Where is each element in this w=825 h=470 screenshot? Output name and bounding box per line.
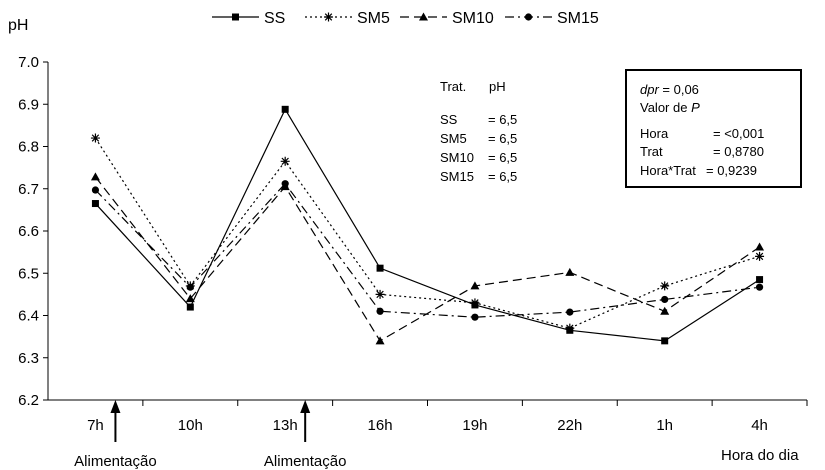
x-tick-label: 4h <box>751 417 768 434</box>
legend-marker-sm15 <box>524 13 533 21</box>
y-tick-label: 6.2 <box>18 392 39 409</box>
data-point-sm5 <box>90 133 100 143</box>
y-ticks: 6.2 6.3 6.4 6.5 6.6 6.7 6.8 6.9 7.0 <box>18 54 48 409</box>
mean-table-row-value: = 6,5 <box>488 112 517 127</box>
legend-marker-sm10 <box>419 12 428 21</box>
dpr-value: = 0,06 <box>659 82 699 97</box>
feeding-arrows: Alimentação Alimentação <box>74 400 346 470</box>
feeding-arrow-head <box>110 400 121 413</box>
x-tick-label: 13h <box>273 417 298 434</box>
y-tick-label: 6.7 <box>18 181 39 198</box>
stats-box-frame <box>625 69 802 188</box>
data-point-sm5 <box>470 298 480 308</box>
legend-label-sm10: SM10 <box>452 10 494 27</box>
legend: SS SM5 SM10 SM15 <box>212 10 599 27</box>
data-point-sm15 <box>755 283 764 291</box>
stats-row-label: Trat <box>640 144 663 159</box>
series-sm10 <box>90 172 765 345</box>
data-point-sm10 <box>660 306 670 315</box>
data-point-ss <box>756 276 764 284</box>
data-point-sm15 <box>471 313 479 321</box>
data-point-sm5 <box>280 156 290 166</box>
mean-table-header-trat: Trat. <box>440 79 466 94</box>
data-point-sm10 <box>565 267 575 276</box>
data-point-ss <box>281 105 289 113</box>
mean-table-row-label: SM15 <box>440 169 474 184</box>
data-point-sm10 <box>755 242 765 251</box>
y-tick-label: 6.4 <box>18 308 39 325</box>
mean-table: Trat. pH SS = 6,5 SM5 = 6,5 SM10 = 6,5 S… <box>440 79 517 184</box>
stats-box: dpr = 0,06 Valor de P Hora = <0,001 Trat… <box>625 69 802 188</box>
data-point-sm15 <box>91 186 100 194</box>
dpr-line: dpr = 0,06 <box>640 82 699 97</box>
stats-row-value: = 0,8780 <box>713 144 764 159</box>
legend-label-sm5: SM5 <box>357 10 390 27</box>
legend-label-ss: SS <box>264 10 285 27</box>
legend-label-sm15: SM15 <box>557 10 599 27</box>
x-tick-label: 7h <box>87 417 104 434</box>
mean-table-row-value: = 6,5 <box>488 150 517 165</box>
series-layer <box>90 105 765 345</box>
mean-table-header-ph: pH <box>489 79 506 94</box>
y-tick-label: 6.6 <box>18 223 39 240</box>
series-sm5 <box>90 133 765 333</box>
series-line-ss <box>94 108 760 342</box>
mean-table-row-label: SS <box>440 112 458 127</box>
data-point-sm10 <box>375 336 385 345</box>
y-tick-label: 7.0 <box>18 54 39 71</box>
feeding-label: Alimentação <box>74 453 157 470</box>
data-point-sm10 <box>185 294 195 303</box>
series-line-sm10 <box>94 176 760 342</box>
x-tick-label: 10h <box>178 417 203 434</box>
data-point-ss <box>186 303 194 311</box>
data-point-sm15 <box>566 308 574 316</box>
stats-row-label: Hora <box>640 126 669 141</box>
x-tick-labels: 7h 10h 13h 16h 19h 22h 1h 4h <box>87 417 768 434</box>
mean-table-row-label: SM5 <box>440 131 467 146</box>
stats-row-label: Hora*Trat <box>640 163 696 178</box>
x-ticks <box>142 400 808 406</box>
series-line-sm15 <box>95 182 760 318</box>
y-tick-label: 6.3 <box>18 350 39 367</box>
data-point-sm5 <box>375 289 385 299</box>
stats-row-value: = <0,001 <box>713 126 764 141</box>
data-point-sm15 <box>376 307 384 315</box>
data-point-sm10 <box>90 172 100 181</box>
stats-row-value: = 0,9239 <box>706 163 757 178</box>
data-point-sm15 <box>661 295 669 304</box>
data-point-sm5 <box>565 323 575 333</box>
dpr-label: dpr <box>640 82 659 97</box>
data-point-sm15 <box>281 180 289 188</box>
data-point-sm5 <box>755 251 765 261</box>
legend-marker-sm5 <box>324 12 333 22</box>
legend-marker-ss <box>232 13 239 21</box>
y-tick-label: 6.9 <box>18 96 39 113</box>
p-symbol: P <box>691 100 700 115</box>
mean-table-row-value: = 6,5 <box>488 131 517 146</box>
series-line-sm5 <box>94 137 760 329</box>
data-point-ss <box>91 200 99 208</box>
y-axis-title: pH <box>8 17 28 34</box>
y-tick-label: 6.5 <box>18 265 39 282</box>
data-point-sm10 <box>470 281 480 290</box>
data-point-ss <box>661 337 669 345</box>
series-sm15 <box>91 180 764 321</box>
y-tick-label: 6.8 <box>18 139 39 156</box>
data-point-ss <box>376 264 384 272</box>
x-tick-label: 19h <box>462 417 487 434</box>
mean-table-row-label: SM10 <box>440 150 474 165</box>
x-axis-title: Hora do dia <box>721 447 799 464</box>
p-label: Valor de <box>640 100 691 115</box>
feeding-arrow-head <box>300 400 311 413</box>
feeding-label: Alimentação <box>264 453 347 470</box>
x-tick-label: 22h <box>557 417 582 434</box>
x-tick-label: 16h <box>368 417 393 434</box>
x-tick-label: 1h <box>656 417 673 434</box>
mean-table-row-value: = 6,5 <box>488 169 517 184</box>
p-value-line: Valor de P <box>640 100 700 115</box>
data-point-sm5 <box>660 281 670 291</box>
data-point-sm15 <box>186 283 194 291</box>
